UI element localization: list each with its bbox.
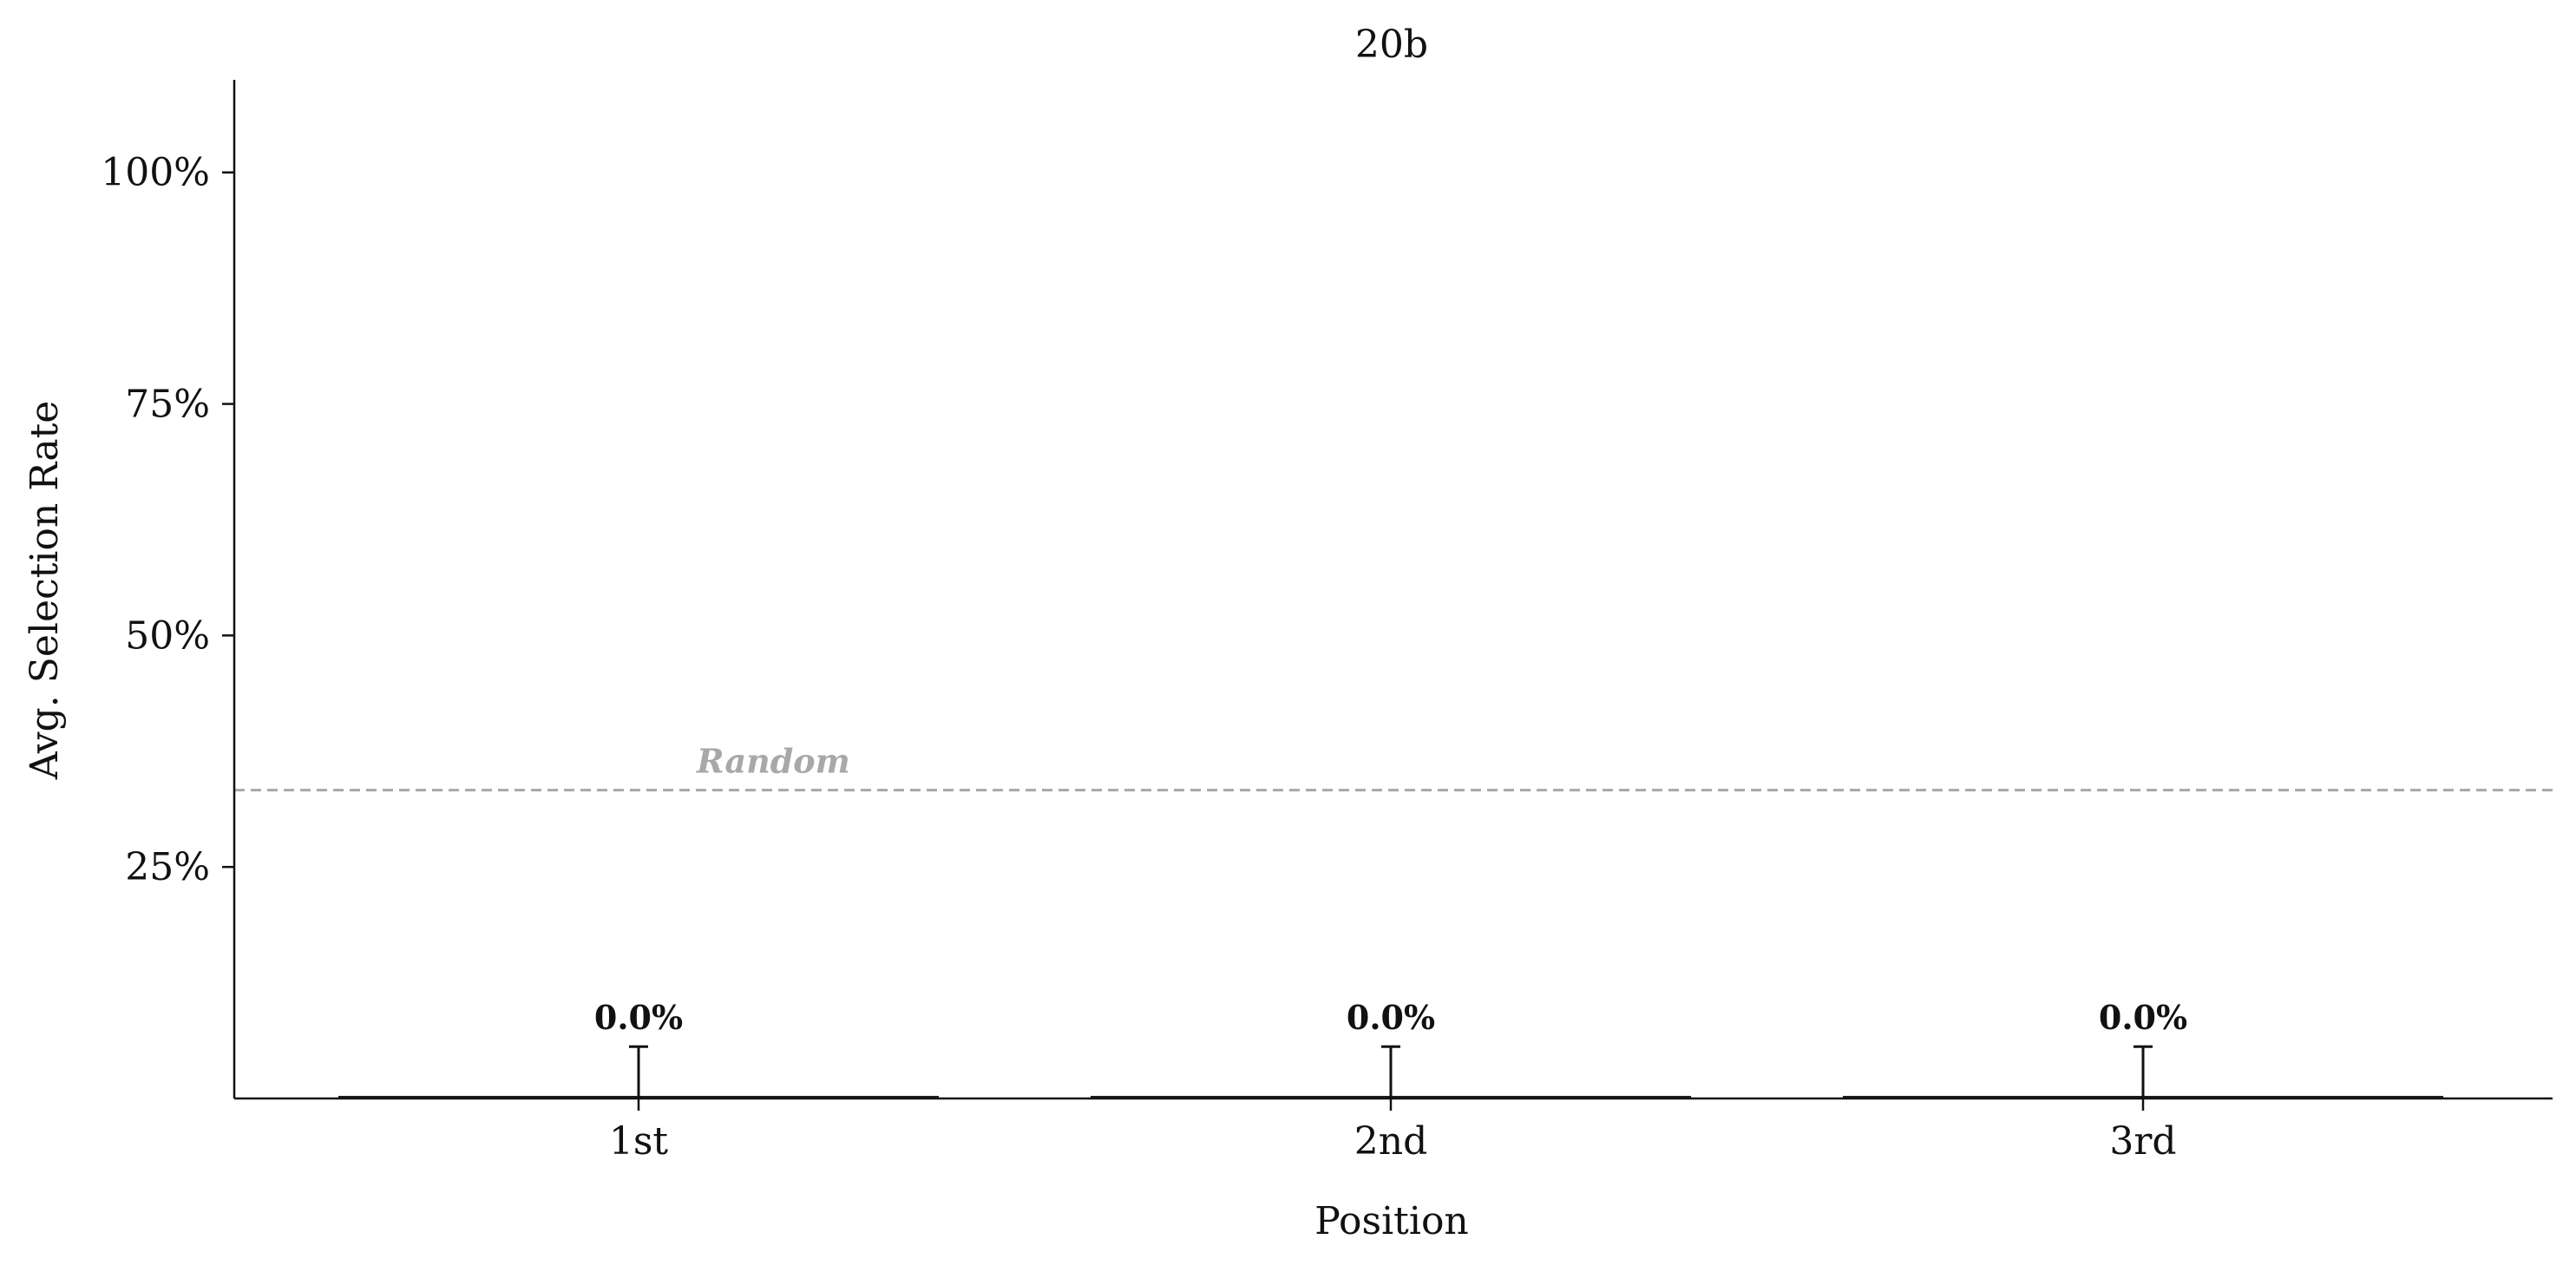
chart-title: 20b (1355, 23, 1428, 67)
y-tick-label: 100% (101, 151, 210, 195)
x-tick-label: 1st (609, 1119, 669, 1164)
y-tick-label: 25% (125, 845, 210, 889)
y-axis-label: Avg. Selection Rate (23, 401, 67, 781)
bar-value-label: 0.0% (594, 998, 683, 1037)
plot-area: 25% 50% 75% 100% Random 0.0% 1st 0.0% 2nd 0.0% 3rd (101, 151, 2553, 1164)
bar-value-label: 0.0% (2099, 998, 2187, 1037)
y-tick-label: 75% (125, 383, 210, 427)
bar-value-label: 0.0% (1347, 998, 1435, 1037)
reference-line-label: Random (696, 742, 850, 781)
x-tick-label: 2nd (1354, 1119, 1428, 1164)
x-tick-label: 3rd (2109, 1119, 2176, 1164)
x-axis-label: Position (1314, 1199, 1469, 1243)
y-tick-label: 50% (125, 613, 210, 658)
